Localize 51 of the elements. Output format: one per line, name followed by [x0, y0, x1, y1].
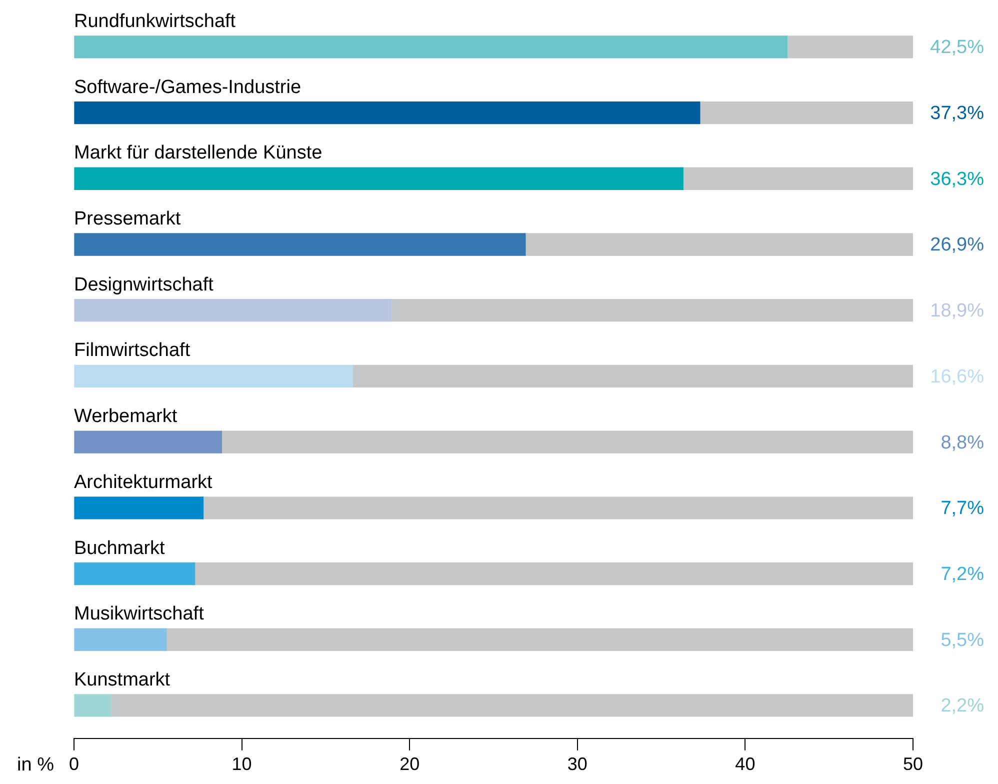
data-label: 18,9%: [930, 300, 984, 322]
bar: [74, 562, 196, 586]
x-axis-title: in %: [17, 754, 54, 776]
data-label: 37,3%: [930, 103, 984, 124]
y-tick-label: Architekturmarkt: [74, 472, 214, 493]
bar: [525, 233, 913, 256]
bar: [74, 36, 788, 58]
y-tick-label: Buchmarkt: [74, 538, 166, 559]
y-tick-label: Pressemarkt: [74, 208, 182, 230]
y-tick-label: Software-/Games-Industrie: [74, 76, 302, 98]
y-tick-label: Kunstmarkt: [74, 669, 171, 690]
y-tick-label: Markt für darstellende Künste: [74, 142, 322, 164]
bar: [74, 167, 684, 190]
y-tick-label: Filmwirtschaft: [74, 340, 191, 362]
bar: [166, 628, 913, 651]
y-tick-label: Musikwirtschaft: [74, 604, 205, 625]
bar: [74, 299, 392, 322]
data-label: 2,2%: [940, 696, 984, 717]
bar: [194, 562, 913, 586]
y-tick-label: Rundfunkwirtschaft: [74, 10, 236, 32]
data-label: 7,2%: [940, 564, 984, 585]
bar: [352, 364, 913, 388]
bar: [110, 694, 913, 717]
x-tick-label: 50: [902, 754, 924, 774]
bar: [74, 430, 222, 454]
data-label: 36,3%: [930, 168, 984, 190]
x-tick-label: 30: [567, 754, 588, 774]
bar: [682, 167, 913, 190]
bar: [221, 430, 913, 454]
data-label: 7,7%: [940, 498, 984, 520]
x-tick-label: 20: [400, 754, 420, 774]
bar: [786, 36, 913, 58]
data-label: 26,9%: [930, 234, 984, 256]
bar: [390, 299, 913, 322]
data-label: 42,5%: [930, 37, 984, 58]
data-label: 5,5%: [940, 630, 984, 651]
bar: [74, 694, 112, 717]
data-label: 16,6%: [930, 366, 984, 388]
x-tick-label: 10: [232, 754, 252, 774]
x-tick-label: 40: [735, 754, 756, 774]
y-tick-label: Werbemarkt: [74, 406, 178, 428]
x-tick-label: 0: [68, 754, 80, 774]
bar: [700, 101, 913, 124]
bar: [74, 496, 204, 520]
data-label: 8,8%: [940, 432, 984, 454]
bar: [74, 628, 167, 651]
y-tick-label: Designwirtschaft: [74, 274, 214, 296]
bar: [74, 101, 700, 124]
bar: [202, 496, 913, 520]
bar: [74, 233, 526, 256]
bar: [74, 364, 353, 388]
